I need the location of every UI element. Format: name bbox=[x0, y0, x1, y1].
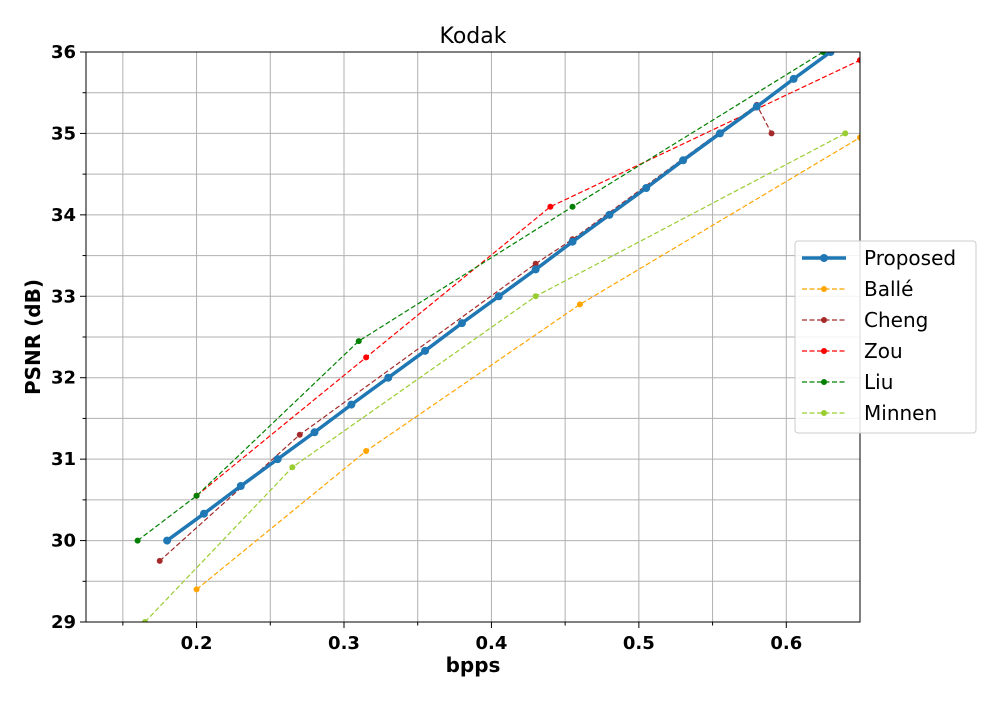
legend-label-proposed: Proposed bbox=[864, 246, 956, 270]
legend-marker-zou bbox=[821, 348, 827, 354]
x-tick-label-1: 0.3 bbox=[328, 633, 360, 654]
legend-marker-cheng bbox=[821, 317, 827, 323]
series-layer bbox=[134, 52, 860, 622]
point-proposed-16 bbox=[752, 102, 761, 111]
point-proposed-9 bbox=[494, 292, 503, 301]
point-proposed-6 bbox=[384, 373, 393, 382]
legend-label-zou: Zou bbox=[864, 339, 903, 363]
point-liu-2 bbox=[355, 338, 362, 345]
series-line-minnen bbox=[144, 132, 846, 622]
y-tick-label-4: 33 bbox=[51, 286, 76, 307]
y-tick-label-6: 35 bbox=[51, 123, 76, 144]
point-proposed-3 bbox=[273, 455, 282, 464]
x-tick-label-3: 0.5 bbox=[623, 633, 655, 654]
series-line-liu bbox=[137, 52, 824, 542]
chart-title: Kodak bbox=[440, 24, 507, 49]
point-proposed-17 bbox=[789, 74, 798, 83]
point-proposed-2 bbox=[236, 482, 245, 491]
point-zou-2 bbox=[547, 203, 554, 210]
point-proposed-10 bbox=[531, 265, 540, 274]
y-tick-label-0: 29 bbox=[51, 612, 76, 633]
point-minnen-3 bbox=[842, 130, 849, 137]
series-line-ball- bbox=[196, 136, 860, 590]
legend: Proposed Ballé Cheng Zou Liu Minnen bbox=[794, 240, 977, 434]
point-liu-1 bbox=[193, 492, 200, 499]
x-tick-label-2: 0.4 bbox=[475, 633, 507, 654]
point-proposed-13 bbox=[642, 183, 651, 192]
point-proposed-4 bbox=[310, 428, 319, 437]
point-cheng-2 bbox=[532, 260, 539, 267]
legend-label-liu: Liu bbox=[864, 370, 893, 394]
point-ball--0 bbox=[193, 586, 200, 593]
point-zou-3 bbox=[857, 57, 860, 64]
legend-marker-ball- bbox=[821, 286, 827, 292]
legend-label-ball-: Ballé bbox=[864, 277, 913, 301]
point-proposed-5 bbox=[347, 400, 356, 409]
point-proposed-8 bbox=[457, 319, 466, 328]
point-proposed-12 bbox=[605, 210, 614, 219]
point-minnen-1 bbox=[289, 464, 296, 471]
point-proposed-1 bbox=[199, 509, 208, 518]
point-cheng-1 bbox=[296, 431, 303, 438]
point-proposed-18 bbox=[826, 52, 835, 56]
point-zou-1 bbox=[363, 354, 370, 361]
series-ball- bbox=[193, 134, 860, 593]
series-proposed bbox=[163, 52, 835, 545]
point-proposed-7 bbox=[421, 346, 430, 355]
y-tick-label-7: 36 bbox=[51, 42, 76, 63]
legend-marker-proposed bbox=[820, 254, 828, 262]
point-cheng-0 bbox=[156, 557, 163, 564]
series-minnen bbox=[141, 130, 849, 622]
point-ball--1 bbox=[363, 448, 370, 454]
point-proposed-0 bbox=[163, 536, 172, 545]
point-liu-3 bbox=[569, 203, 576, 210]
x-tick-label-4: 0.6 bbox=[770, 633, 802, 654]
x-axis-label: bpps bbox=[446, 653, 501, 677]
y-axis-label: PSNR (dB) bbox=[21, 279, 45, 395]
point-cheng-5 bbox=[768, 130, 775, 137]
point-minnen-2 bbox=[532, 293, 539, 300]
y-tick-label-5: 34 bbox=[51, 205, 76, 226]
point-proposed-15 bbox=[715, 129, 724, 138]
y-tick-label-3: 32 bbox=[51, 368, 76, 389]
point-proposed-11 bbox=[568, 237, 577, 246]
x-tick-label-0: 0.2 bbox=[181, 633, 213, 654]
point-ball--3 bbox=[857, 134, 860, 141]
y-tick-label-2: 31 bbox=[51, 449, 76, 470]
ticks: 0.2 0.3 0.4 0.5 0.6 29 30 31 32 33 34 35 36 bbox=[51, 42, 802, 654]
legend-marker-minnen bbox=[821, 410, 827, 416]
point-proposed-14 bbox=[679, 156, 688, 165]
y-tick-label-1: 30 bbox=[51, 531, 76, 552]
legend-label-minnen: Minnen bbox=[864, 401, 937, 425]
series-liu bbox=[134, 52, 827, 544]
legend-label-cheng: Cheng bbox=[864, 308, 928, 332]
point-minnen-0 bbox=[141, 619, 148, 622]
series-line-zou bbox=[196, 59, 860, 497]
point-ball--2 bbox=[576, 301, 583, 308]
legend-marker-liu bbox=[821, 379, 827, 385]
point-liu-0 bbox=[134, 537, 141, 544]
